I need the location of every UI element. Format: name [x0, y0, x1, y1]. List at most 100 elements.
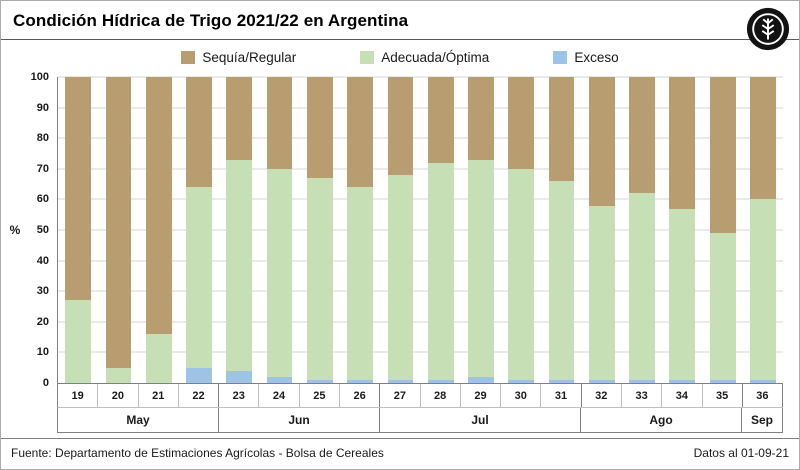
segment-adecuada-ptima-week-35 [709, 233, 736, 380]
segment-exceso-week-30 [508, 379, 535, 383]
stacked-bar-week-19 [65, 77, 92, 383]
stacked-bar-week-23 [226, 77, 253, 383]
segment-sequ-a-regular-week-22 [186, 77, 212, 188]
segment-adecuada-ptima-week-24 [266, 168, 293, 377]
bar-slot-week-19 [58, 77, 98, 383]
bar-slot-week-20 [98, 77, 138, 383]
y-tick-label: 0 [42, 377, 49, 389]
segment-exceso-week-22 [186, 367, 212, 383]
bar-slot-week-21 [139, 77, 179, 383]
segment-sequ-a-regular-week-29 [468, 77, 494, 160]
legend-label: Adecuada/Óptima [381, 50, 490, 65]
segment-exceso-week-36 [750, 379, 776, 383]
segment-exceso-week-32 [588, 379, 615, 383]
segment-exceso-week-23 [226, 370, 253, 383]
y-tick-label: 40 [36, 254, 49, 267]
y-tick-label: 30 [36, 285, 49, 298]
week-label-24: 24 [259, 384, 300, 407]
y-tick-label: 100 [30, 71, 49, 83]
gridline [58, 260, 783, 262]
stacked-bar-week-27 [387, 77, 414, 383]
stacked-bar-week-34 [669, 77, 696, 383]
segment-adecuada-ptima-week-19 [65, 300, 92, 383]
segment-adecuada-ptima-week-22 [186, 187, 212, 368]
segment-exceso-week-29 [468, 376, 494, 383]
month-label-jul: Jul [380, 408, 581, 432]
date-note: Datos al 01-09-21 [693, 446, 789, 460]
legend-swatch [181, 51, 196, 64]
bar-slot-week-30 [501, 77, 541, 383]
y-tick-label: 70 [36, 162, 49, 175]
bar-slot-week-29 [461, 77, 501, 383]
month-label-jun: Jun [219, 408, 380, 432]
segment-adecuada-ptima-week-26 [347, 187, 373, 380]
y-tick-label: 20 [36, 315, 49, 328]
segment-sequ-a-regular-week-35 [709, 77, 736, 234]
gridline [58, 351, 783, 353]
y-axis-labels: 0 10 20 30 40 50 60 70 80 90 100 [23, 71, 57, 389]
legend-item-exceso: Exceso [553, 50, 619, 65]
segment-adecuada-ptima-week-33 [629, 193, 655, 380]
segment-adecuada-ptima-week-20 [105, 367, 132, 383]
segment-sequ-a-regular-week-34 [669, 77, 696, 209]
stacked-bar-week-36 [750, 77, 776, 383]
segment-adecuada-ptima-week-25 [306, 178, 333, 380]
segment-exceso-week-34 [669, 379, 696, 383]
bar-slot-week-34 [662, 77, 702, 383]
segment-exceso-week-33 [629, 379, 655, 383]
bar-slot-week-27 [380, 77, 420, 383]
bar-slot-week-35 [703, 77, 743, 383]
stacked-bar-week-26 [347, 77, 373, 383]
segment-sequ-a-regular-week-28 [427, 77, 454, 163]
month-labels-row: May Jun Jul Ago Sep [57, 408, 783, 433]
y-tick-label: 90 [36, 101, 49, 114]
stacked-bar-week-35 [709, 77, 736, 383]
stacked-bar-week-22 [186, 77, 212, 383]
segment-sequ-a-regular-week-27 [387, 77, 414, 175]
stacked-bar-week-24 [266, 77, 293, 383]
gridline [58, 76, 783, 78]
week-label-27: 27 [380, 384, 421, 407]
chart-title: Condición Hídrica de Trigo 2021/22 en Ar… [13, 11, 409, 30]
segment-sequ-a-regular-week-36 [750, 77, 776, 200]
stacked-bar-week-30 [508, 77, 535, 383]
segment-adecuada-ptima-week-23 [226, 159, 253, 371]
y-tick-label: 60 [36, 193, 49, 206]
legend-swatch [553, 51, 568, 64]
source-note: Fuente: Departamento de Estimaciones Agr… [11, 446, 384, 460]
gridline [58, 107, 783, 109]
legend-swatch [360, 51, 375, 64]
week-label-30: 30 [501, 384, 542, 407]
week-label-26: 26 [340, 384, 381, 407]
bolsa-de-cereales-logo [745, 6, 791, 52]
bar-slot-week-22 [179, 77, 219, 383]
week-label-20: 20 [98, 384, 139, 407]
segment-exceso-week-25 [306, 379, 333, 383]
gridline [58, 229, 783, 231]
week-label-35: 35 [703, 384, 743, 407]
bar-slot-week-28 [421, 77, 461, 383]
segment-exceso-week-27 [387, 379, 414, 383]
segment-sequ-a-regular-week-20 [105, 77, 132, 368]
bars [58, 77, 783, 383]
segment-sequ-a-regular-week-32 [588, 77, 615, 206]
week-label-34: 34 [662, 384, 703, 407]
gridline [58, 198, 783, 200]
segment-sequ-a-regular-week-19 [65, 77, 92, 301]
gridline [58, 168, 783, 170]
week-label-21: 21 [139, 384, 179, 407]
segment-sequ-a-regular-week-21 [145, 77, 172, 335]
segment-sequ-a-regular-week-33 [629, 77, 655, 194]
bar-slot-week-31 [541, 77, 581, 383]
chart-area: % 0 10 20 30 40 50 60 70 80 90 100 19 20 21 22 23 24 25 2… [1, 69, 799, 433]
bar-slot-week-25 [300, 77, 340, 383]
week-label-31: 31 [541, 384, 582, 407]
gridline [58, 290, 783, 292]
segment-adecuada-ptima-week-21 [145, 334, 172, 383]
week-label-19: 19 [58, 384, 99, 407]
chart-header: Condición Hídrica de Trigo 2021/22 en Ar… [1, 1, 799, 40]
legend-item-adecuada-ptima: Adecuada/Óptima [360, 50, 489, 65]
segment-exceso-week-24 [266, 376, 293, 383]
segment-adecuada-ptima-week-31 [548, 181, 575, 380]
